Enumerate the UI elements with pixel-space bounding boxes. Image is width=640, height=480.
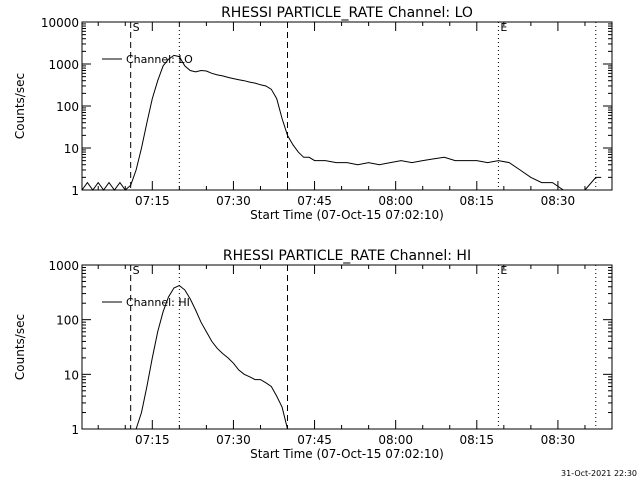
y-tick-label: 10	[64, 142, 79, 156]
series-line	[135, 285, 288, 430]
footer-stamp: 31-Oct-2021 22:30	[561, 469, 637, 478]
x-tick-label: 07:30	[216, 194, 251, 208]
event-marker-label: S	[133, 21, 140, 34]
event-marker-label: E	[500, 264, 507, 277]
y-tick-label: 100	[56, 100, 79, 114]
x-tick-label: 08:00	[378, 433, 413, 447]
x-axis-label: Start Time (07-Oct-15 07:02:10)	[250, 208, 444, 222]
y-tick-label: 1000	[48, 259, 79, 273]
panel-hi: RHESSI PARTICLE_RATE Channel: HI 1 10 100 10…	[13, 248, 613, 461]
y-tick-label: 1000	[48, 58, 79, 72]
y-tick-label: 1	[71, 184, 79, 198]
plot-frame	[81, 21, 613, 191]
series-line	[81, 54, 602, 191]
chart-title: RHESSI PARTICLE_RATE Channel: HI	[223, 248, 471, 264]
x-axis-label: Start Time (07-Oct-15 07:02:10)	[250, 447, 444, 461]
y-axis-label: Counts/sec	[13, 314, 27, 380]
x-tick-label: 08:30	[541, 433, 576, 447]
x-tick-label: 07:30	[216, 433, 251, 447]
x-tick-label: 08:30	[541, 194, 576, 208]
legend-label: Channel: LO	[126, 53, 193, 66]
y-tick-label: 1	[71, 423, 79, 437]
x-tick-label: 07:45	[297, 194, 332, 208]
x-tick-label: 07:15	[135, 433, 170, 447]
x-tick-label: 08:00	[378, 194, 413, 208]
panel-lo: RHESSI PARTICLE_RATE Channel: LO 1 10 100 10…	[13, 5, 613, 222]
plot-frame	[81, 264, 613, 430]
y-tick-label: 10000	[41, 16, 79, 30]
event-marker-label: E	[500, 21, 507, 34]
event-marker-label: S	[133, 264, 140, 277]
y-tick-label: 10	[64, 368, 79, 382]
legend-label: Channel: HI	[126, 296, 190, 309]
x-tick-label: 08:15	[459, 433, 494, 447]
x-tick-label: 07:15	[135, 194, 170, 208]
y-tick-label: 100	[56, 314, 79, 328]
chart-title: RHESSI PARTICLE_RATE Channel: LO	[221, 5, 473, 21]
y-axis-label: Counts/sec	[13, 73, 27, 139]
x-tick-label: 07:45	[297, 433, 332, 447]
x-tick-label: 08:15	[459, 194, 494, 208]
